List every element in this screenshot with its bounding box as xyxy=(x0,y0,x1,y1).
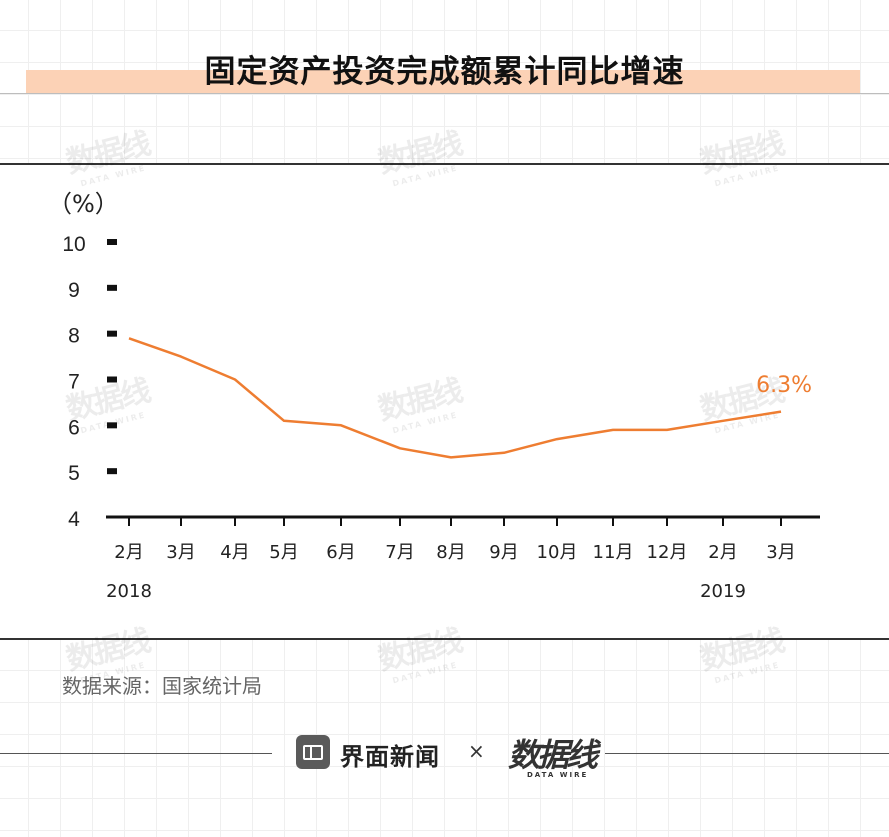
x-tick-label: 2月 xyxy=(114,542,143,563)
y-tick-label: 8 xyxy=(68,325,80,348)
chart-title: 固定资产投资完成额累计同比增速 xyxy=(204,54,685,90)
y-tick-label: 10 xyxy=(62,233,85,256)
x-tick-label: 10月 xyxy=(537,542,578,563)
x-tick-label: 3月 xyxy=(766,542,795,563)
x-tick-label: 11月 xyxy=(593,542,634,563)
x-tick-label: 4月 xyxy=(220,542,249,563)
y-tick-label: 4 xyxy=(68,508,80,531)
y-unit-label: （%） xyxy=(48,190,119,218)
footer-divider-right xyxy=(605,753,889,754)
x-tick-label: 3月 xyxy=(166,542,195,563)
year-label: 2018 xyxy=(106,581,152,602)
x-tick-label: 7月 xyxy=(385,542,414,563)
brand-name: 界面新闻 xyxy=(340,743,440,771)
y-tick-mark xyxy=(107,330,117,337)
y-tick-label: 9 xyxy=(68,279,80,302)
y-tick-mark xyxy=(107,422,117,429)
y-tick-mark xyxy=(107,468,117,475)
title-rule xyxy=(0,93,889,94)
times-separator: × xyxy=(468,739,485,763)
y-tick-mark xyxy=(107,239,117,245)
jiemian-logo-icon xyxy=(296,735,330,769)
x-tick-label: 12月 xyxy=(647,542,688,563)
x-tick-label: 2月 xyxy=(708,542,737,563)
data-wire-logo: 数据线 xyxy=(508,736,598,774)
title-highlight-band xyxy=(26,70,860,94)
chart-panel xyxy=(0,163,889,640)
y-tick-mark xyxy=(107,376,117,383)
x-tick-label: 5月 xyxy=(269,542,298,563)
footer-divider-left xyxy=(0,753,272,754)
data-wire-logo-sub: DATA WIRE xyxy=(527,771,589,779)
year-label: 2019 xyxy=(700,581,746,602)
y-tick-label: 7 xyxy=(68,371,80,394)
y-tick-label: 5 xyxy=(68,462,80,485)
x-tick-label: 6月 xyxy=(326,542,355,563)
data-label: 6.3% xyxy=(756,373,812,398)
data-source: 数据来源：国家统计局 xyxy=(62,674,262,698)
x-tick-label: 8月 xyxy=(436,542,465,563)
y-tick-mark xyxy=(107,284,117,291)
series-line xyxy=(128,337,782,459)
y-tick-label: 6 xyxy=(68,416,80,439)
x-tick-label: 9月 xyxy=(489,542,518,563)
